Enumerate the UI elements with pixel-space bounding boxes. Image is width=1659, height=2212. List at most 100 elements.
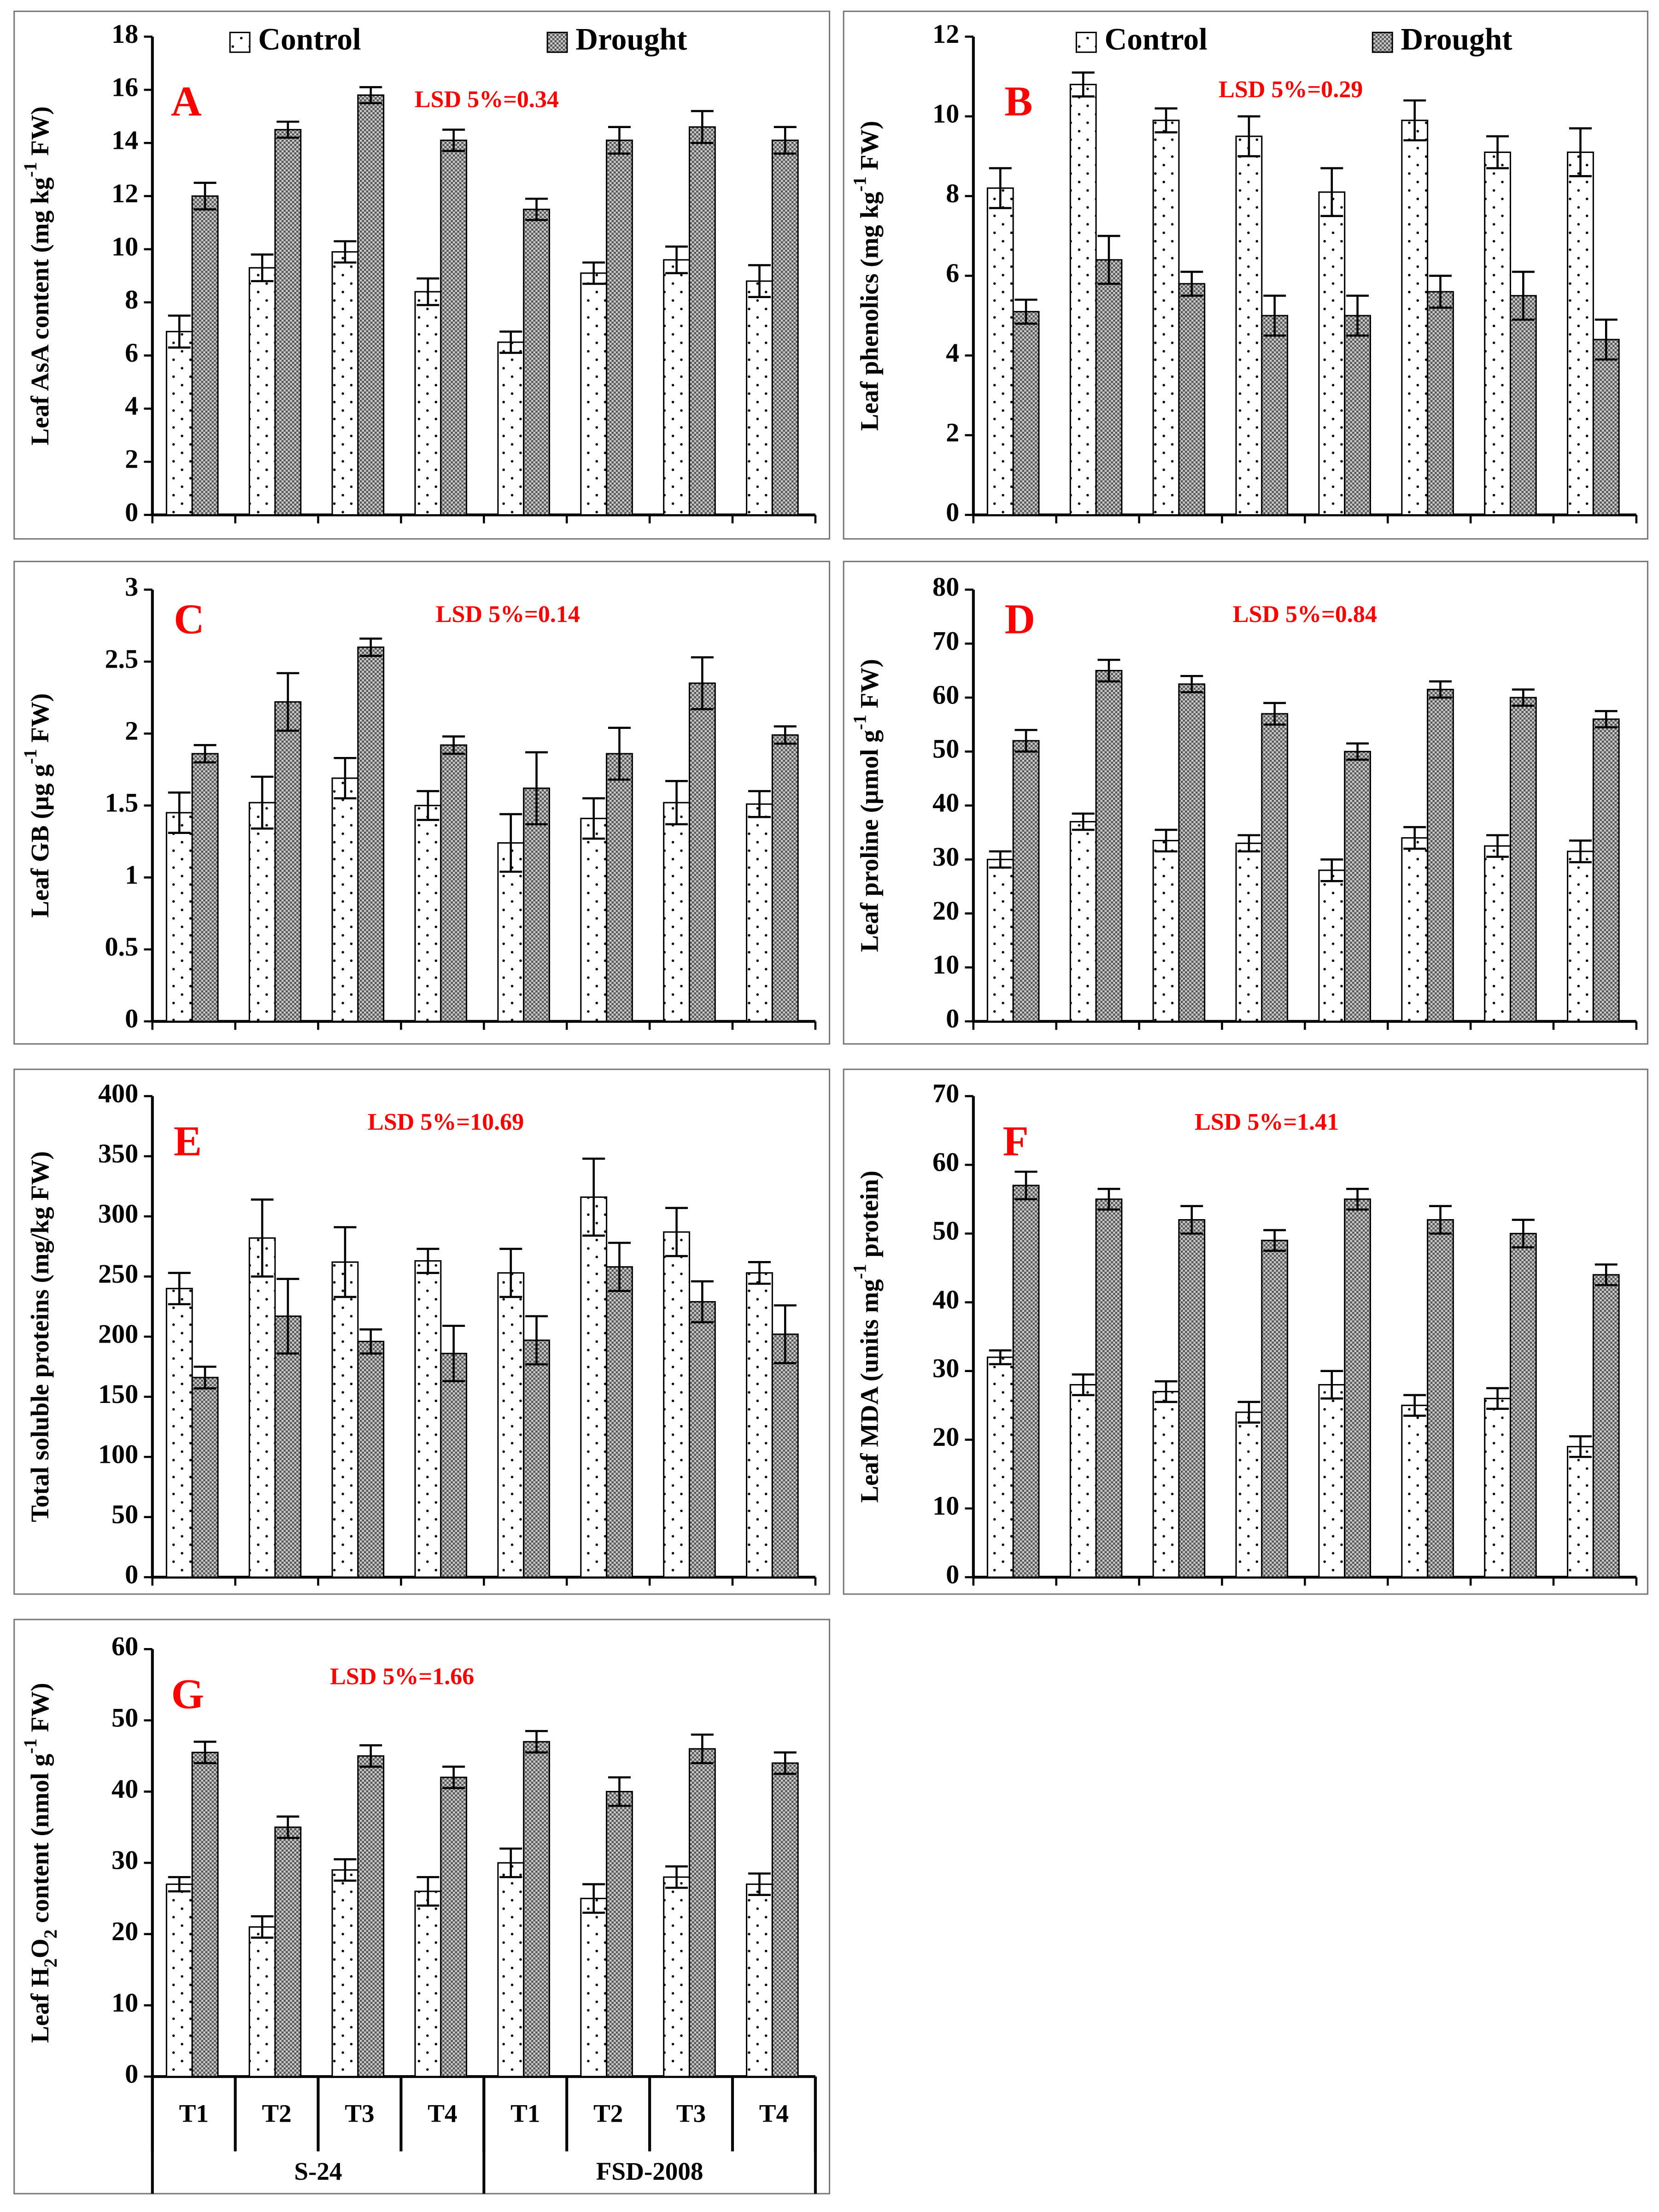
group-label: S-24 <box>294 2157 342 2185</box>
y-axis-label-part: FW) <box>26 106 54 162</box>
y-axis-label-part: FW) <box>26 693 54 749</box>
panel-frame <box>13 1068 831 1595</box>
y-axis-label-part: -1 <box>850 176 870 192</box>
y-tick-label: 12 <box>111 178 138 208</box>
bar <box>1509 295 1537 516</box>
bar <box>440 139 468 516</box>
bar <box>274 1826 302 2077</box>
annotation: LSD 5%=1.41 <box>1195 1109 1339 1135</box>
bar <box>1427 688 1454 1022</box>
y-axis-label-part: Leaf GB (µg g <box>26 764 54 918</box>
bar <box>440 1353 468 1578</box>
y-tick-label: 30 <box>932 1353 959 1383</box>
bar <box>1592 1274 1620 1578</box>
bar <box>331 251 359 516</box>
y-tick-label: 2 <box>125 716 138 746</box>
bar <box>771 734 799 1022</box>
y-tick-label: 4 <box>946 338 959 368</box>
y-tick-label: 100 <box>98 1439 138 1469</box>
bar <box>191 1377 219 1578</box>
bar <box>1069 83 1097 516</box>
bar <box>1012 1185 1040 1578</box>
y-tick-label: 2.5 <box>105 644 138 674</box>
bar <box>523 1339 550 1578</box>
bar <box>274 701 302 1022</box>
y-tick-label: 18 <box>111 19 138 49</box>
y-tick-label: 70 <box>932 1078 959 1108</box>
y-tick-label: 50 <box>932 734 959 764</box>
x-tick-label: T3 <box>345 2099 374 2127</box>
bar <box>688 682 716 1022</box>
bar <box>688 1748 716 2077</box>
legend-label: Control <box>1105 22 1208 56</box>
bar <box>248 1237 276 1578</box>
panel-label: E <box>174 1117 202 1164</box>
bar <box>1484 151 1511 516</box>
y-axis-label: Total soluble proteins (mg/kg FW) <box>26 1151 54 1522</box>
y-axis-label: Leaf proline (µmol g-1 FW) <box>850 659 883 952</box>
bar <box>1592 718 1620 1022</box>
y-tick-label: 200 <box>98 1319 138 1349</box>
y-tick-label: 10 <box>932 1490 959 1520</box>
y-tick-label: 40 <box>932 788 959 818</box>
y-tick-label: 60 <box>932 1147 959 1177</box>
x-tick-label: T1 <box>179 2099 209 2127</box>
y-tick-label: 50 <box>111 1702 138 1732</box>
bar <box>165 812 193 1022</box>
y-tick-label: 250 <box>98 1259 138 1289</box>
y-tick-label: 10 <box>932 99 959 129</box>
panel-frame <box>13 1619 831 2194</box>
legend-label: Drought <box>1401 22 1513 56</box>
panel-frame <box>843 1068 1648 1595</box>
y-tick-label: 400 <box>98 1078 138 1108</box>
bar <box>1235 842 1263 1022</box>
y-tick-label: 20 <box>932 1422 959 1452</box>
y-tick-label: 300 <box>98 1198 138 1228</box>
bar <box>497 341 525 516</box>
legend-label: Drought <box>575 22 687 56</box>
annotation: LSD 5%=0.29 <box>1219 76 1363 103</box>
annotation: LSD 5%=0.84 <box>1233 601 1377 628</box>
bar <box>1592 339 1620 516</box>
bar <box>1344 1198 1371 1578</box>
y-axis-label-part: -1 <box>850 1264 870 1279</box>
bar <box>1344 751 1371 1022</box>
y-tick-label: 16 <box>111 72 138 102</box>
panel-frame <box>13 10 831 540</box>
y-tick-label: 8 <box>125 285 138 315</box>
y-axis-label-part: FW) <box>26 1683 54 1738</box>
bar <box>1261 315 1289 516</box>
bar <box>663 1231 690 1578</box>
bar <box>1012 740 1040 1022</box>
bar <box>771 139 799 516</box>
y-tick-label: 2 <box>946 417 959 447</box>
y-tick-label: 40 <box>932 1285 959 1314</box>
x-tick-label: T4 <box>759 2099 789 2127</box>
legend-swatch <box>229 31 251 53</box>
y-axis-label-part: -1 <box>850 715 870 730</box>
bar <box>663 259 690 516</box>
y-axis-label: Leaf GB (µg g-1 FW) <box>20 693 54 918</box>
bar <box>986 187 1014 516</box>
y-tick-label: 70 <box>932 626 959 656</box>
panel-label: A <box>171 78 201 125</box>
y-tick-label: 1.5 <box>105 788 138 818</box>
bar <box>165 331 193 516</box>
bar <box>1484 845 1511 1022</box>
y-tick-label: 60 <box>111 1631 138 1661</box>
bar <box>688 1301 716 1578</box>
bar <box>746 280 773 516</box>
bar <box>248 1926 276 2077</box>
y-tick-label: 50 <box>932 1216 959 1246</box>
bar <box>1401 837 1429 1022</box>
panel-frame <box>843 10 1648 540</box>
bar <box>580 1897 608 2077</box>
y-axis-label-part: Leaf MDA (units mg <box>855 1279 883 1503</box>
y-tick-label: 10 <box>111 231 138 261</box>
bar <box>1318 191 1346 516</box>
bar <box>1235 1411 1263 1578</box>
y-axis-label-part: content (nmol g <box>26 1754 54 1930</box>
bar <box>357 1755 385 2077</box>
x-tick-label: T4 <box>428 2099 457 2127</box>
